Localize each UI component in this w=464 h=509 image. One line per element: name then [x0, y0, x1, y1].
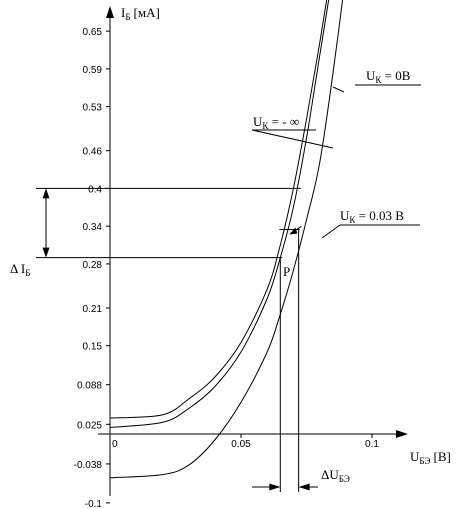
y-tick-label-5: 0.53	[83, 103, 103, 114]
y-tick-label-14: -0.038	[74, 460, 103, 471]
x-tick-label-1: 0.05	[231, 439, 251, 450]
series-label-1-rest: = 0B	[381, 68, 410, 83]
x-tick-label-2: 0.1	[365, 439, 379, 450]
delta-u-left-arrowhead	[269, 483, 281, 491]
x-tick-label-0: 0	[112, 439, 118, 450]
y-axis-label-unit: [мА]	[134, 5, 160, 20]
delta-u-sub: БЭ	[339, 474, 350, 484]
delta-i-label: Δ IБ	[10, 261, 30, 278]
y-axis-label-main: I	[121, 5, 125, 20]
y-tick-label-7: 0.4	[88, 184, 102, 195]
x-axis-arrow	[396, 430, 408, 438]
delta-i-sub: Б	[25, 268, 30, 278]
y-tick-label-4: 0.59	[83, 65, 103, 76]
x-axis-label-sub: БЭ	[419, 456, 430, 466]
series-label-2-main: U	[340, 208, 350, 223]
y-tick-label-3: 0.65	[83, 27, 103, 38]
series-label-1-main: U	[366, 68, 376, 83]
x-axis-label-unit: [В]	[434, 449, 451, 464]
series-label-2-text: UК = 0.03 B	[340, 208, 404, 225]
series-line-1	[109, 0, 330, 428]
x-axis-label-main: U	[410, 449, 420, 464]
series-label-0: UК = - ∞	[251, 114, 334, 149]
series-label-0-rest: = - ∞	[268, 114, 299, 129]
y-tick-label-10: 0.21	[83, 304, 103, 315]
series-line-2	[109, 0, 344, 479]
y-axis-label: IБ [мА]	[121, 5, 160, 22]
y-tick-label-8: 0.34	[83, 222, 103, 233]
series-label-1-sub: К	[375, 75, 382, 85]
series-label-1-leader	[332, 86, 345, 93]
series-line-0	[109, 0, 328, 419]
x-ticks: 0 0.05 0.1	[112, 434, 379, 450]
y-tick-label-15: -0.1	[85, 499, 103, 509]
y-tick-label-12: 0.088	[77, 381, 102, 392]
y-tick-label-9: 0.28	[83, 260, 103, 271]
y-axis-arrow	[106, 6, 114, 18]
series-label-0-main: U	[253, 114, 263, 129]
point-p-label: P	[283, 264, 290, 279]
delta-u-main: ΔU	[321, 467, 339, 482]
series-label-2-rest: = 0.03 B	[355, 208, 404, 223]
series-label-1: UК = 0B	[332, 68, 421, 93]
y-tick-label-6: 0.46	[83, 147, 103, 158]
y-tick-label-11: 0.15	[83, 342, 103, 353]
series-label-2: UК = 0.03 B	[321, 208, 420, 239]
y-ticks: 0.840.780.710.650.590.530.460.40.340.280…	[74, 0, 110, 509]
x-axis-label: UБЭ [В]	[410, 449, 451, 466]
delta-i-arrow-top	[42, 188, 50, 199]
series-label-0-leader	[251, 129, 334, 149]
point-p-arrowhead	[289, 227, 298, 235]
series-label-1-text: UК = 0B	[366, 68, 411, 85]
series-label-0-sub: К	[262, 121, 269, 131]
series-label-0-text: UК = - ∞	[253, 114, 299, 131]
axes	[98, 6, 408, 496]
delta-i-main: Δ I	[10, 261, 25, 276]
construction-lines	[36, 187, 318, 492]
y-tick-label-13: 0.025	[77, 420, 102, 431]
curves	[109, 0, 344, 479]
series-label-2-leader	[321, 224, 341, 239]
delta-u-right-arrowhead	[298, 483, 310, 491]
delta-u-label: ΔUБЭ	[321, 467, 350, 484]
delta-i-arrow-bottom	[42, 247, 50, 258]
y-axis-label-sub: Б	[125, 12, 130, 22]
series-label-2-sub: К	[349, 215, 356, 225]
